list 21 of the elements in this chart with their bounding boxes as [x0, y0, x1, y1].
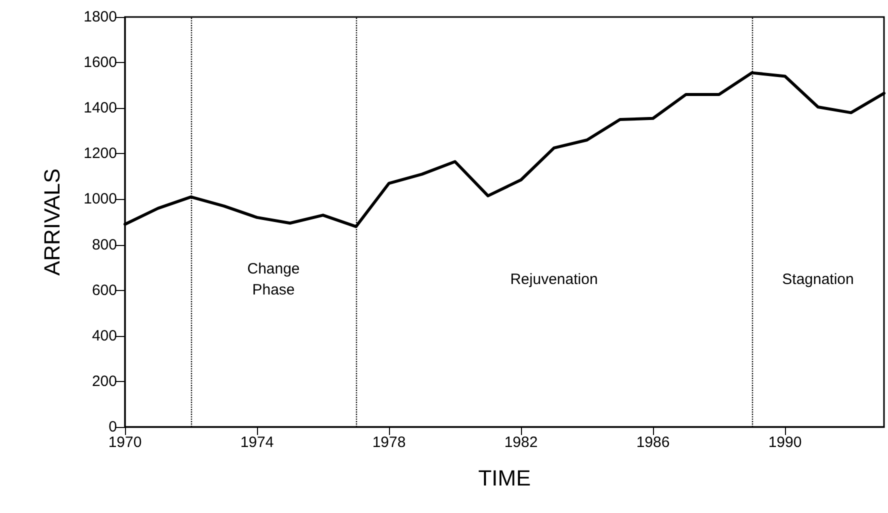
y-tick-label: 1000 — [84, 190, 117, 208]
y-tick-label: 1800 — [84, 8, 117, 26]
y-tick-label: 400 — [92, 327, 117, 344]
annotation: Rejuvenation — [510, 270, 598, 288]
y-tick-label: 1600 — [84, 54, 117, 72]
y-tick-label: 200 — [92, 372, 117, 390]
y-axis-title: ARRIVALS — [40, 168, 64, 276]
x-tick-label: 1986 — [636, 434, 670, 451]
y-tick-label: 600 — [92, 282, 117, 299]
y-tick-label: 0 — [108, 418, 117, 436]
x-axis-title: TIME — [478, 466, 531, 490]
y-tick-label: 1400 — [84, 100, 117, 117]
y-tick-label: 1200 — [84, 145, 117, 162]
y-tick-label: 800 — [92, 236, 117, 254]
annotation: Change Phase — [247, 260, 300, 298]
x-tick-label: 1990 — [768, 434, 802, 451]
annotation: Stagnation — [782, 270, 854, 288]
x-tick-label: 1974 — [240, 434, 274, 451]
x-tick-label: 1970 — [108, 434, 142, 451]
x-tick-label: 1982 — [504, 434, 538, 451]
x-tick-label: 1978 — [372, 434, 406, 451]
